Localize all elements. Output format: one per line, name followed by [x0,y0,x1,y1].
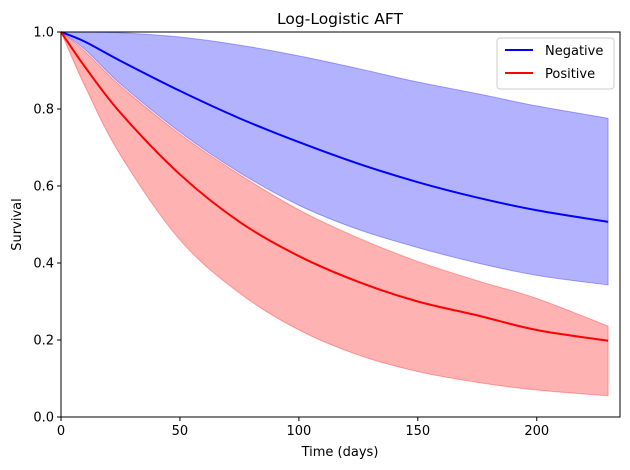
y-axis-title: Survival [10,198,25,250]
x-tick-label: 100 [286,424,311,439]
x-axis-ticks: 0 50 100 150 200 [57,417,549,439]
chart-title: Log-Logistic AFT [277,10,403,28]
y-tick-label: 0.4 [33,257,54,272]
x-tick-label: 0 [57,424,65,439]
y-tick-label: 0.6 [33,180,54,195]
x-tick-label: 200 [524,424,549,439]
series-line-negative [60,31,609,223]
x-tick-label: 150 [405,424,430,439]
series-lines-layer [60,31,609,342]
legend-label-negative: Negative [545,44,603,59]
legend-label-positive: Positive [545,67,595,82]
confidence-band-negative [59,31,609,286]
x-axis-title: Time (days) [301,445,379,460]
series-line-positive [60,31,609,342]
y-tick-label: 0.8 [33,103,54,118]
y-axis-ticks: 0.0 0.2 0.4 0.6 0.8 1.0 [33,26,61,426]
confidence-bands-layer [59,31,609,397]
plot-frame [60,31,621,418]
legend: Negative Positive [496,37,615,90]
y-tick-label: 0.2 [33,334,54,349]
confidence-band-positive [60,31,609,397]
x-tick-label: 50 [172,424,189,439]
y-tick-label: 1.0 [33,26,54,41]
y-tick-label: 0.0 [33,411,54,426]
